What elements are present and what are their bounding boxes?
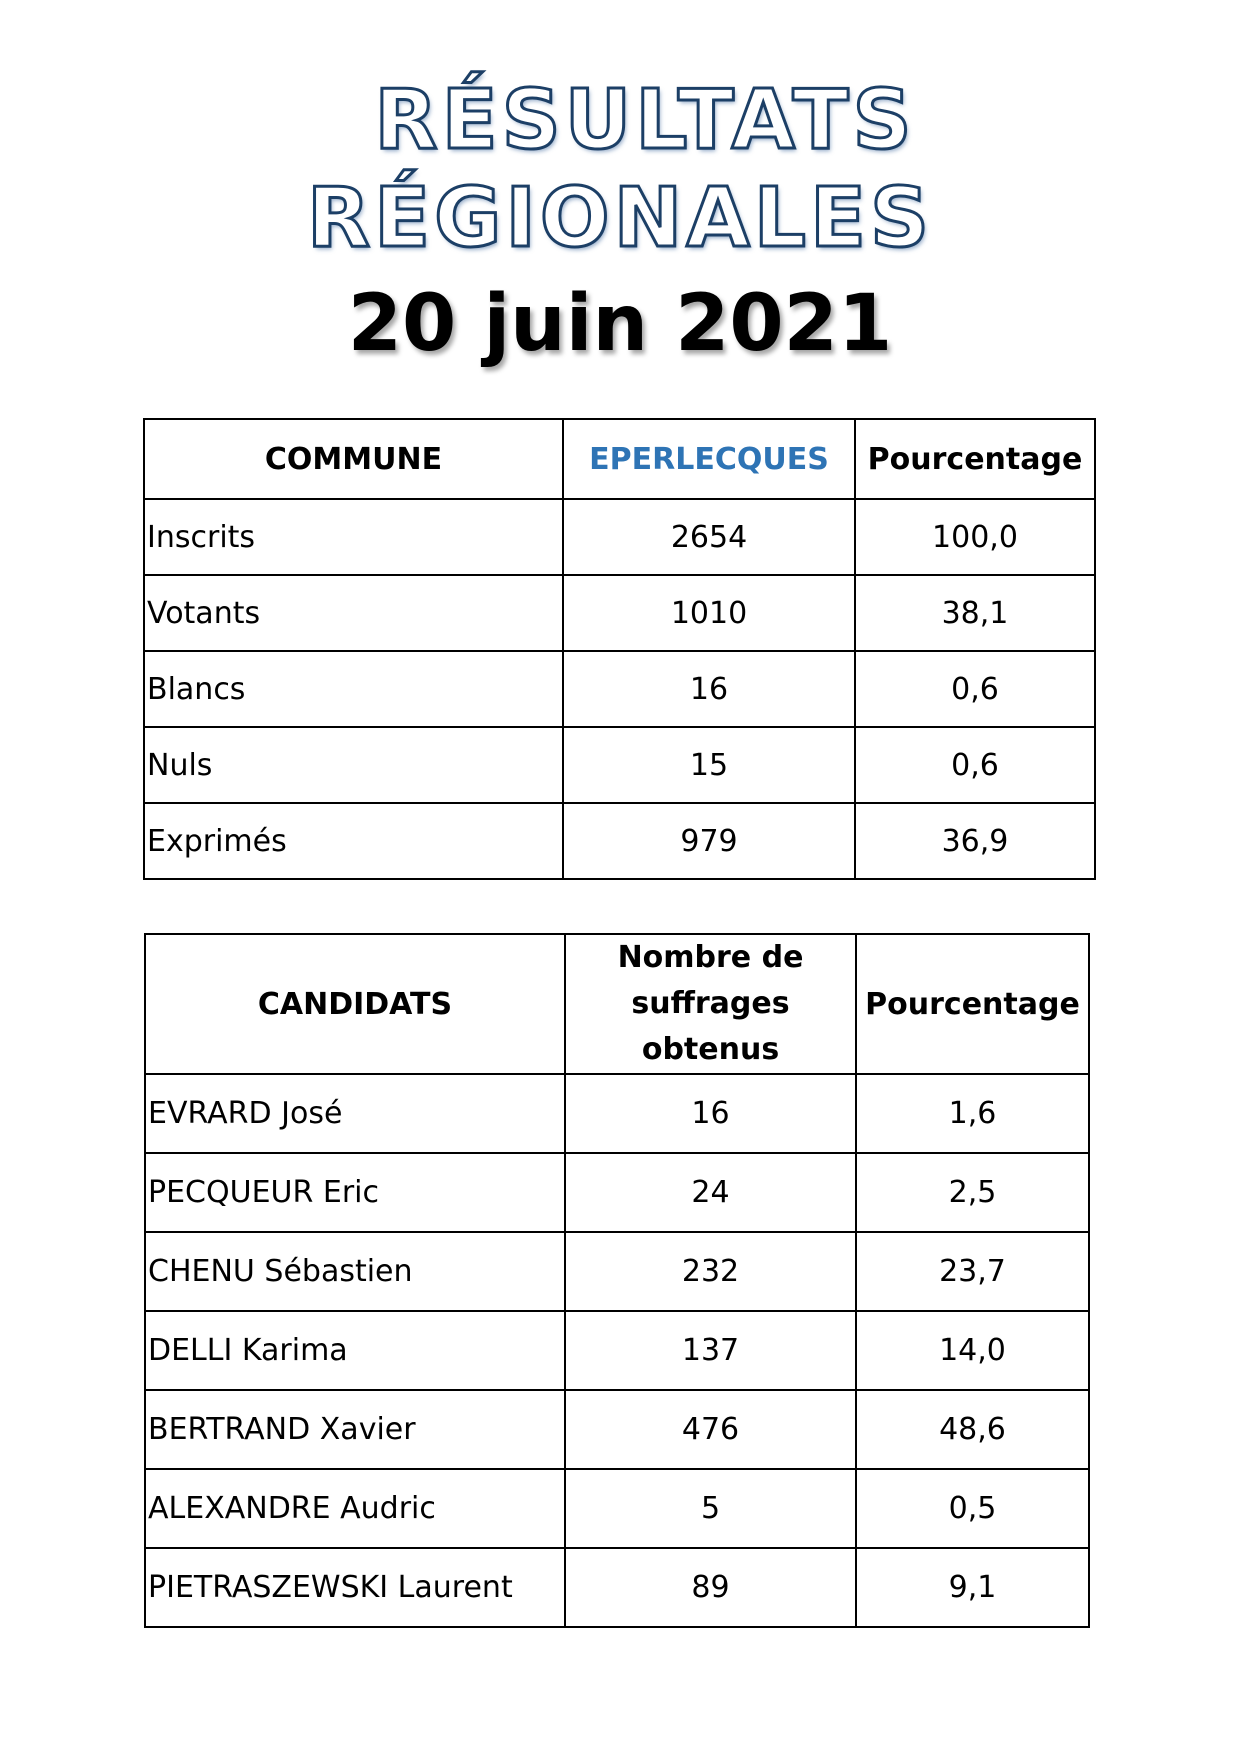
candidate-percent: 23,7 (855, 1231, 1090, 1312)
row-value: 2654 (562, 498, 856, 576)
candidates-results-table: CANDIDATS Nombre de suffrages obtenus Po… (144, 933, 1090, 1628)
table-row: Exprimés 979 36,9 (143, 802, 1096, 880)
row-value: 16 (562, 650, 856, 728)
candidate-votes: 232 (564, 1231, 857, 1312)
commune-results-table: COMMUNE EPERLECQUES Pourcentage Inscrits… (143, 418, 1096, 880)
candidate-name: DELLI Karima (144, 1310, 566, 1391)
page-header: RÉSULTATS RÉGIONALES 20 juin 2021 (0, 72, 1240, 374)
candidate-name: PECQUEUR Eric (144, 1152, 566, 1233)
candidate-votes: 89 (564, 1547, 857, 1628)
candidate-percent: 14,0 (855, 1310, 1090, 1391)
column-header-candidates: CANDIDATS (144, 933, 566, 1075)
row-label: Exprimés (143, 802, 564, 880)
candidate-votes: 5 (564, 1468, 857, 1549)
table-header-row: CANDIDATS Nombre de suffrages obtenus Po… (144, 933, 1090, 1075)
column-header-votes-line1: Nombre de (617, 940, 804, 975)
column-header-percentage: Pourcentage (854, 418, 1096, 500)
title-line-regionales: RÉGIONALES (305, 170, 934, 268)
table-row: Votants 1010 38,1 (143, 574, 1096, 652)
row-label: Nuls (143, 726, 564, 804)
column-header-commune: COMMUNE (143, 418, 564, 500)
candidate-votes: 137 (564, 1310, 857, 1391)
candidate-percent: 0,5 (855, 1468, 1090, 1549)
table-row: PIETRASZEWSKI Laurent 89 9,1 (144, 1547, 1090, 1628)
candidate-percent: 48,6 (855, 1389, 1090, 1470)
candidate-votes: 16 (564, 1073, 857, 1154)
row-value: 1010 (562, 574, 856, 652)
candidate-name: ALEXANDRE Audric (144, 1468, 566, 1549)
table-row: PECQUEUR Eric 24 2,5 (144, 1152, 1090, 1233)
row-percent: 36,9 (854, 802, 1096, 880)
table-row: Blancs 16 0,6 (143, 650, 1096, 728)
candidate-name: BERTRAND Xavier (144, 1389, 566, 1470)
row-value: 979 (562, 802, 856, 880)
row-percent: 38,1 (854, 574, 1096, 652)
candidate-votes: 476 (564, 1389, 857, 1470)
column-header-votes: Nombre de suffrages obtenus (564, 933, 857, 1075)
table-row: Nuls 15 0,6 (143, 726, 1096, 804)
row-percent: 0,6 (854, 650, 1096, 728)
table-header-row: COMMUNE EPERLECQUES Pourcentage (143, 418, 1096, 500)
table-row: CHENU Sébastien 232 23,7 (144, 1231, 1090, 1312)
column-header-percentage: Pourcentage (855, 933, 1090, 1075)
row-value: 15 (562, 726, 856, 804)
candidate-name: CHENU Sébastien (144, 1231, 566, 1312)
candidate-percent: 1,6 (855, 1073, 1090, 1154)
candidate-votes: 24 (564, 1152, 857, 1233)
title-line-resultats: RÉSULTATS (373, 72, 916, 170)
column-header-commune-name: EPERLECQUES (562, 418, 856, 500)
row-percent: 0,6 (854, 726, 1096, 804)
column-header-votes-line2: suffrages obtenus (631, 986, 790, 1067)
table-row: DELLI Karima 137 14,0 (144, 1310, 1090, 1391)
row-label: Votants (143, 574, 564, 652)
candidate-name: PIETRASZEWSKI Laurent (144, 1547, 566, 1628)
candidate-name: EVRARD José (144, 1073, 566, 1154)
table-row: BERTRAND Xavier 476 48,6 (144, 1389, 1090, 1470)
table-row: EVRARD José 16 1,6 (144, 1073, 1090, 1154)
table-row: Inscrits 2654 100,0 (143, 498, 1096, 576)
table-row: ALEXANDRE Audric 5 0,5 (144, 1468, 1090, 1549)
candidate-percent: 2,5 (855, 1152, 1090, 1233)
row-label: Blancs (143, 650, 564, 728)
row-percent: 100,0 (854, 498, 1096, 576)
election-date: 20 juin 2021 (347, 279, 893, 369)
row-label: Inscrits (143, 498, 564, 576)
candidate-percent: 9,1 (855, 1547, 1090, 1628)
